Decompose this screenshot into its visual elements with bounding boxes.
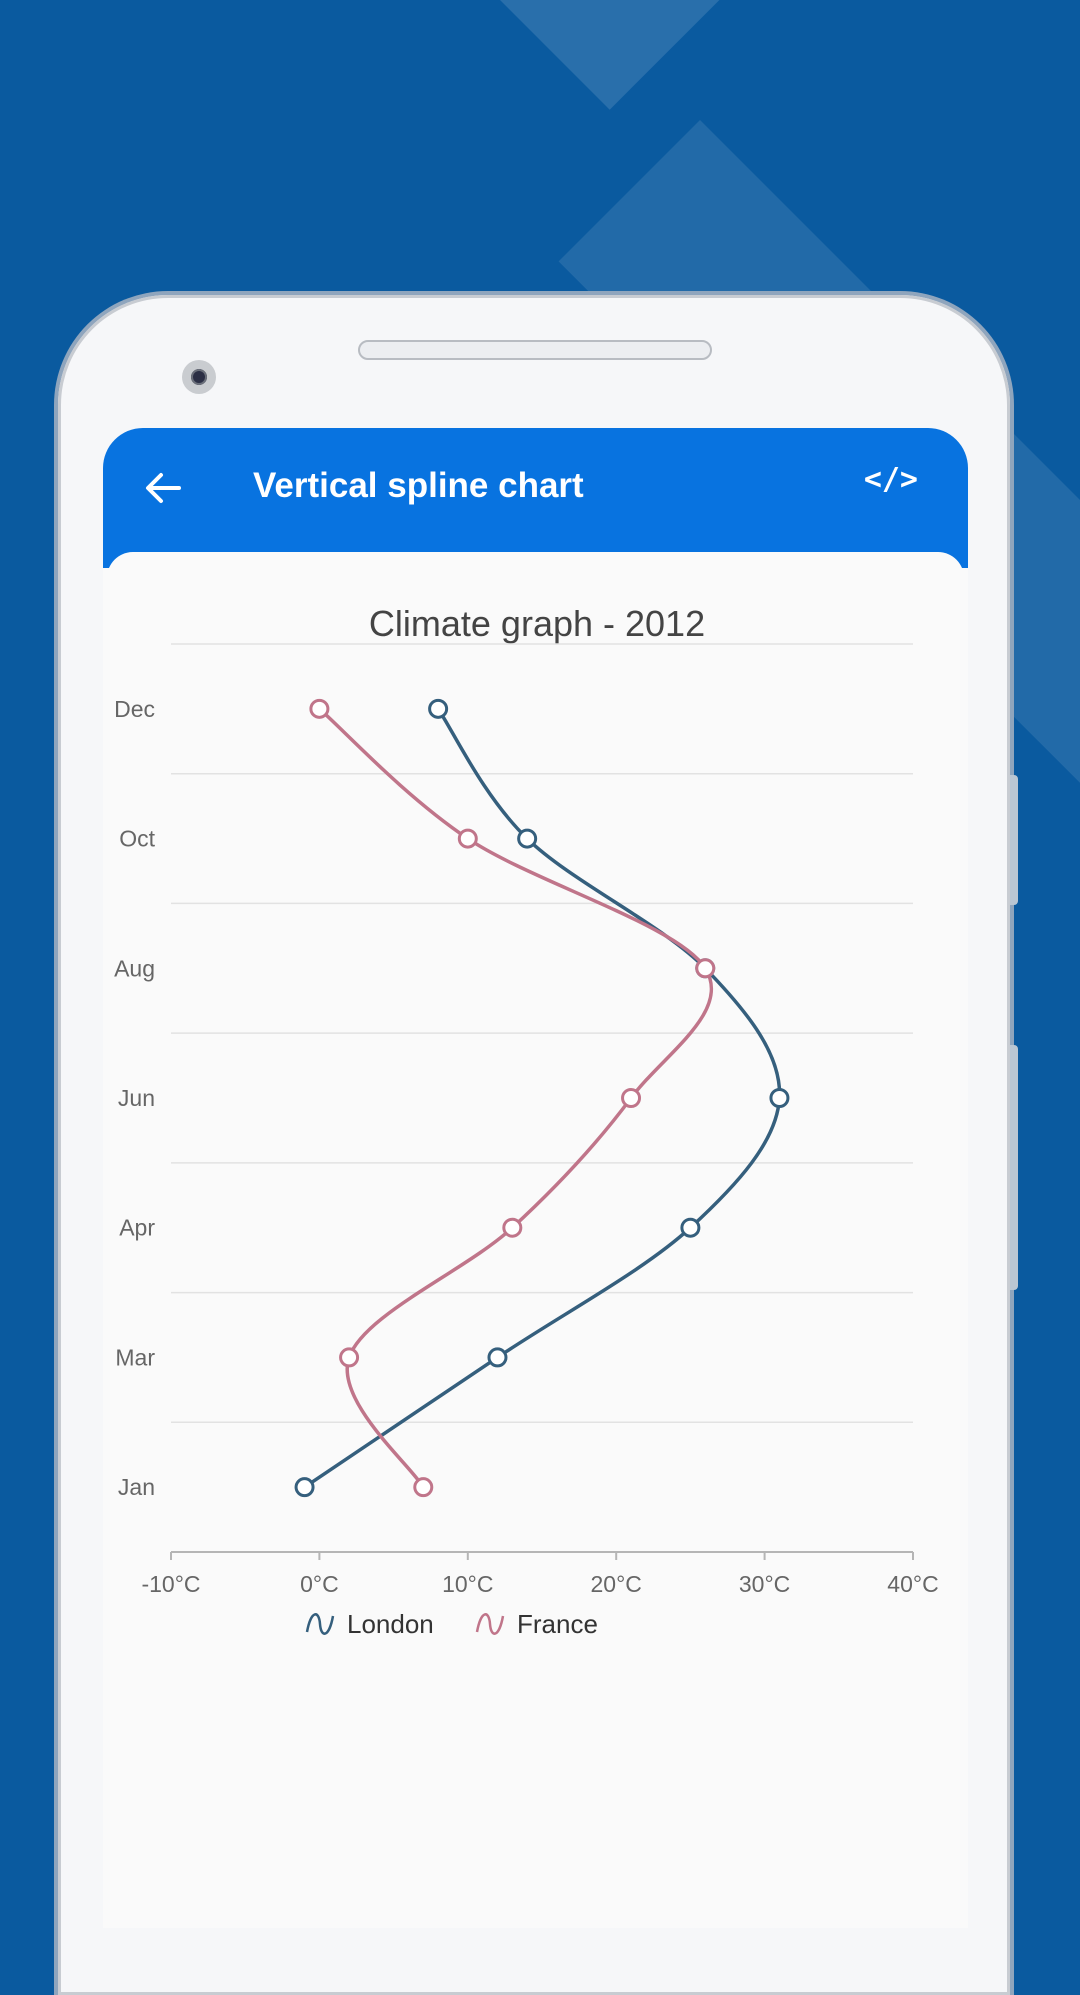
y-tick-label: Aug xyxy=(114,955,155,981)
london-point xyxy=(428,698,449,719)
phone-speaker xyxy=(358,340,712,360)
x-tick-label: 20°C xyxy=(591,1571,642,1597)
x-tick-label: 0°C xyxy=(300,1571,339,1597)
view-code-button[interactable]: </> xyxy=(863,462,918,497)
y-tick-label: Dec xyxy=(114,696,155,722)
phone-side-button xyxy=(1010,1045,1018,1290)
y-tick-label: Jun xyxy=(118,1085,155,1111)
x-tick-label: -10°C xyxy=(141,1571,200,1597)
back-button[interactable] xyxy=(135,460,191,516)
background-stripe xyxy=(440,0,1080,110)
x-tick-label: 10°C xyxy=(442,1571,493,1597)
chart-grid: Jan Mar Apr Jun Aug Oct Dec xyxy=(114,643,913,1500)
france-point xyxy=(457,828,478,849)
france-point xyxy=(339,1347,360,1368)
y-tick-label: Jan xyxy=(118,1474,155,1500)
camera-icon xyxy=(182,360,216,394)
phone-screen: Vertical spline chart </> Climate graph … xyxy=(103,428,968,1928)
chart-legend: London France xyxy=(305,1609,598,1639)
phone-frame: Vertical spline chart </> Climate graph … xyxy=(58,295,1018,1995)
x-axis: -10°C 0°C 10°C 20°C 30°C 40°C xyxy=(141,1551,939,1597)
page-title: Vertical spline chart xyxy=(253,466,584,505)
x-tick-label: 30°C xyxy=(739,1571,790,1597)
france-point xyxy=(413,1477,434,1498)
london-point xyxy=(487,1347,508,1368)
phone-side-button xyxy=(1010,775,1018,905)
france-point xyxy=(621,1088,642,1108)
legend-item-france: France xyxy=(475,1609,598,1639)
london-point xyxy=(517,828,538,849)
y-tick-label: Apr xyxy=(119,1215,155,1241)
app-bar: Vertical spline chart </> xyxy=(103,428,968,568)
london-line xyxy=(303,707,782,1489)
france-point xyxy=(502,1217,523,1238)
x-tick-label: 40°C xyxy=(887,1571,938,1597)
spline-chart: Climate graph - 2012 Jan Mar Apr Jun Aug Oct D… xyxy=(114,603,939,1639)
y-tick-label: Mar xyxy=(115,1344,155,1370)
london-point xyxy=(769,1088,790,1108)
chart-card: Climate graph - 2012 Jan Mar Apr Jun Aug Oct D… xyxy=(107,552,964,1928)
legend-label: France xyxy=(517,1609,598,1639)
france-point xyxy=(309,698,330,719)
legend-label: London xyxy=(347,1609,434,1639)
chart-title: Climate graph - 2012 xyxy=(369,603,705,644)
france-point xyxy=(695,958,716,979)
spline-legend-icon xyxy=(305,1613,335,1635)
y-tick-label: Oct xyxy=(119,826,155,852)
arrow-left-icon xyxy=(146,473,181,503)
spline-legend-icon xyxy=(475,1613,505,1635)
chart-series xyxy=(294,698,790,1498)
london-point xyxy=(680,1217,701,1238)
london-point xyxy=(294,1477,315,1498)
legend-item-london: London xyxy=(305,1609,434,1639)
